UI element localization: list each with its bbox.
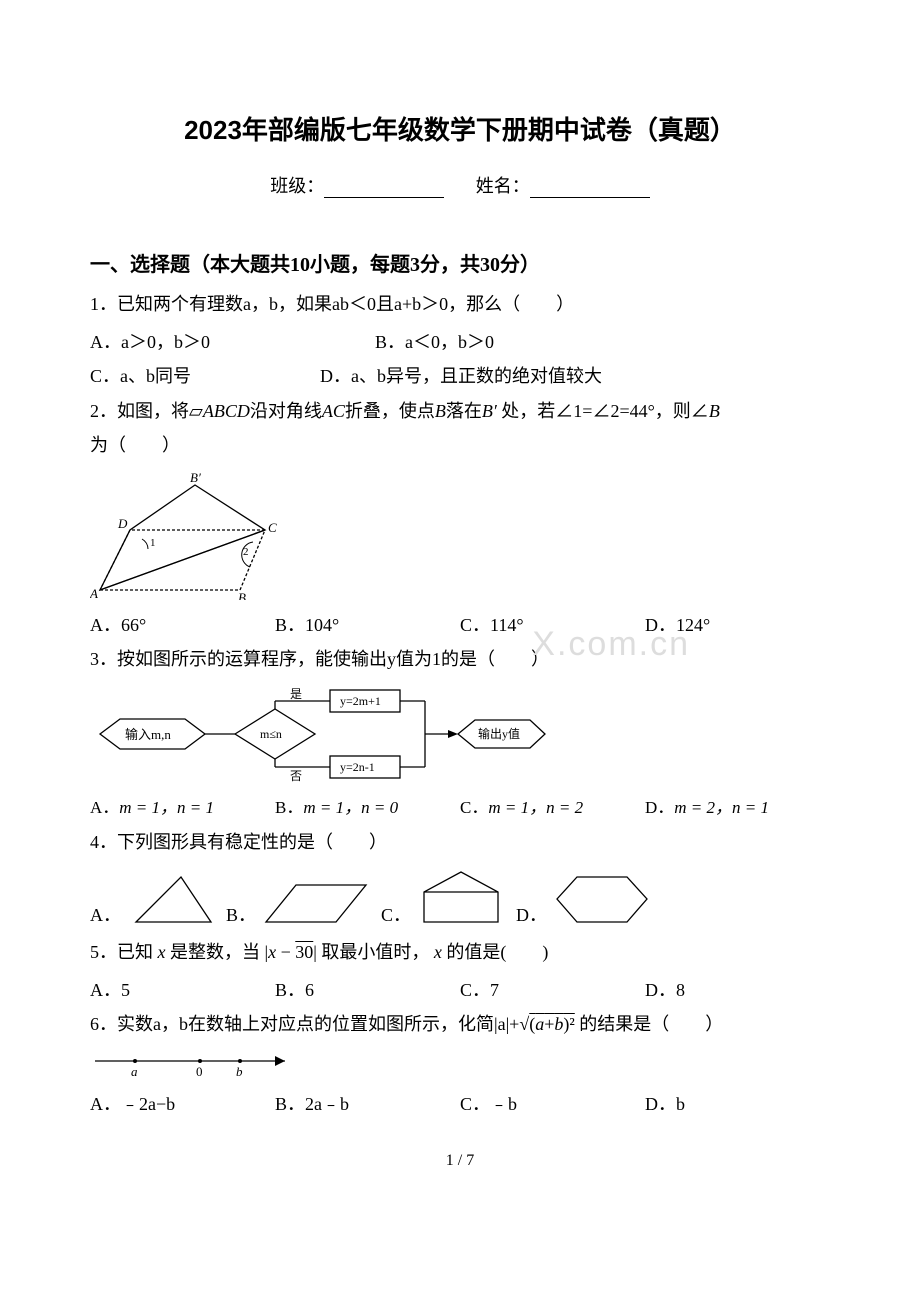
q2-optC: C．114° [460,608,645,642]
q6b: 的结果是（ ） [575,1014,724,1034]
svg-text:输出y值: 输出y值 [478,726,520,741]
q5-options: A．5 B．6 C．7 D．8 [90,973,830,1007]
svg-text:D: D [117,516,128,531]
q6-text: 6．实数a，b在数轴上对应点的位置如图所示，化简|a|+√(a+b)² 的结果是… [90,1007,830,1041]
q3-options: A．m = 1，n = 1 B．m = 1，n = 0 C．m = 1，n = … [90,792,830,824]
q6-optB: B．2a﹣b [275,1087,460,1121]
q3b-m: m = 1，n = 0 [303,798,398,817]
class-blank [324,179,444,198]
q2-t5: B [435,401,446,421]
q4b-l: B． [226,901,256,927]
svg-text:A: A [90,586,98,600]
q3-optC: C．m = 1，n = 2 [460,792,645,824]
q6-options: A．﹣2a−b B．2a﹣b C．﹣b D．b [90,1087,830,1121]
q3a-m: m = 1，n = 1 [119,798,214,817]
q2-optB: B．104° [275,608,460,642]
svg-text:B′: B′ [190,470,201,485]
q2-t8: 处，若∠1=∠2=44°，则∠ [497,401,709,421]
q2-figure: A B C D B′ 1 2 [90,470,830,600]
svg-text:a: a [131,1064,138,1079]
q5c: 取最小值时， [321,942,429,962]
class-label: 班级： [270,176,324,196]
student-info-row: 班级： 姓名： [90,172,830,198]
q1-options-1: A．a＞0，b＞0 B．a＜0，b＞0 [90,325,830,359]
q4-text: 4．下列图形具有稳定性的是（ ） [90,825,830,859]
svg-text:是: 是 [290,687,302,701]
svg-text:m≤n: m≤n [260,727,282,741]
q3b-l: B． [275,798,303,817]
q3-figure: 输入m,n m≤n 是 否 y=2m+1 y=2n-1 输出y值 [90,684,830,784]
q1-options-2: C．a、b同号 D．a、b异号，且正数的绝对值较大 [90,359,830,393]
q6-optD: D．b [645,1087,830,1121]
q3d-m: m = 2，n = 1 [674,798,769,817]
page-footer: 1 / 7 [90,1152,830,1170]
q4-optC: C． [381,867,506,927]
q5-optC: C．7 [460,973,645,1007]
svg-text:0: 0 [196,1064,203,1079]
q2-t7: B′ [482,401,497,421]
q2-t3: AC [322,401,345,421]
q6a: 6．实数a，b在数轴上对应点的位置如图所示，化简|a|+ [90,1014,519,1034]
q5x2: x [434,942,442,962]
q5-optB: B．6 [275,973,460,1007]
q5-optD: D．8 [645,973,830,1007]
q5b: 是整数，当 [170,942,260,962]
q5a: 5．已知 [90,942,153,962]
q3d-l: D． [645,798,674,817]
q4c-l: C． [381,901,411,927]
q4-optA: A． [90,872,216,927]
q2-t0: 2．如图，将 [90,401,189,421]
svg-text:y=2n-1: y=2n-1 [340,760,375,774]
q2-t2: 沿对角线 [250,401,322,421]
q3-text: 3．按如图所示的运算程序，能使输出y值为1的是（ ） [90,642,830,676]
svg-text:1: 1 [150,537,156,549]
name-blank [530,179,650,198]
q4-optD: D． [516,872,652,927]
section-heading: 一、选择题（本大题共10小题，每题3分，共30分） [90,248,830,277]
q3-optD: D．m = 2，n = 1 [645,792,830,824]
q5x: x [158,942,166,962]
q4d-l: D． [516,901,547,927]
q2-t9: B [709,401,720,421]
svg-text:b: b [236,1064,243,1079]
svg-text:否: 否 [290,769,302,783]
q2-t10: 为（ ） [90,435,180,455]
q1-text: 1．已知两个有理数a，b，如果ab＜0且a+b＞0，那么（ ） [90,287,830,321]
q3c-l: C． [460,798,488,817]
q3-optA: A．m = 1，n = 1 [90,792,275,824]
q5d: 的值是( ) [446,942,548,962]
q3a-l: A． [90,798,119,817]
svg-text:输入m,n: 输入m,n [125,727,171,742]
q2-t4: 折叠，使点 [345,401,435,421]
q2-t1: ABCD [203,401,250,421]
q5-optA: A．5 [90,973,275,1007]
q4-shapes: A． B． C． D． [90,867,830,927]
page-title: 2023年部编版七年级数学下册期中试卷（真题） [90,110,830,147]
q4a-l: A． [90,901,121,927]
q1-optA: A．a＞0，b＞0 [90,325,320,359]
svg-text:B: B [238,590,246,600]
q6-optA: A．﹣2a−b [90,1087,275,1121]
q1-optD: D．a、b异号，且正数的绝对值较大 [320,359,602,393]
q3c-m: m = 1，n = 2 [488,798,583,817]
q1-optC: C．a、b同号 [90,359,320,393]
q1-optB: B．a＜0，b＞0 [375,325,494,359]
q3-optB: B．m = 1，n = 0 [275,792,460,824]
svg-text:y=2m+1: y=2m+1 [340,694,381,708]
q2-optA: A．66° [90,608,275,642]
q4-optB: B． [226,877,371,927]
q2-options: A．66° B．104° C．114° D．124° [90,608,830,642]
q2-text: 2．如图，将▱ABCD沿对角线AC折叠，使点B落在B′ 处，若∠1=∠2=44°… [90,394,830,462]
q2-t6: 落在 [446,401,482,421]
name-label: 姓名： [476,176,530,196]
q6-figure: a 0 b [90,1049,830,1079]
q5-text: 5．已知 x 是整数，当 |x − 30| 取最小值时， x 的值是( ) [90,935,830,969]
q6-optC: C．﹣b [460,1087,645,1121]
svg-text:C: C [268,520,277,535]
q2-optD: D．124° [645,608,830,642]
